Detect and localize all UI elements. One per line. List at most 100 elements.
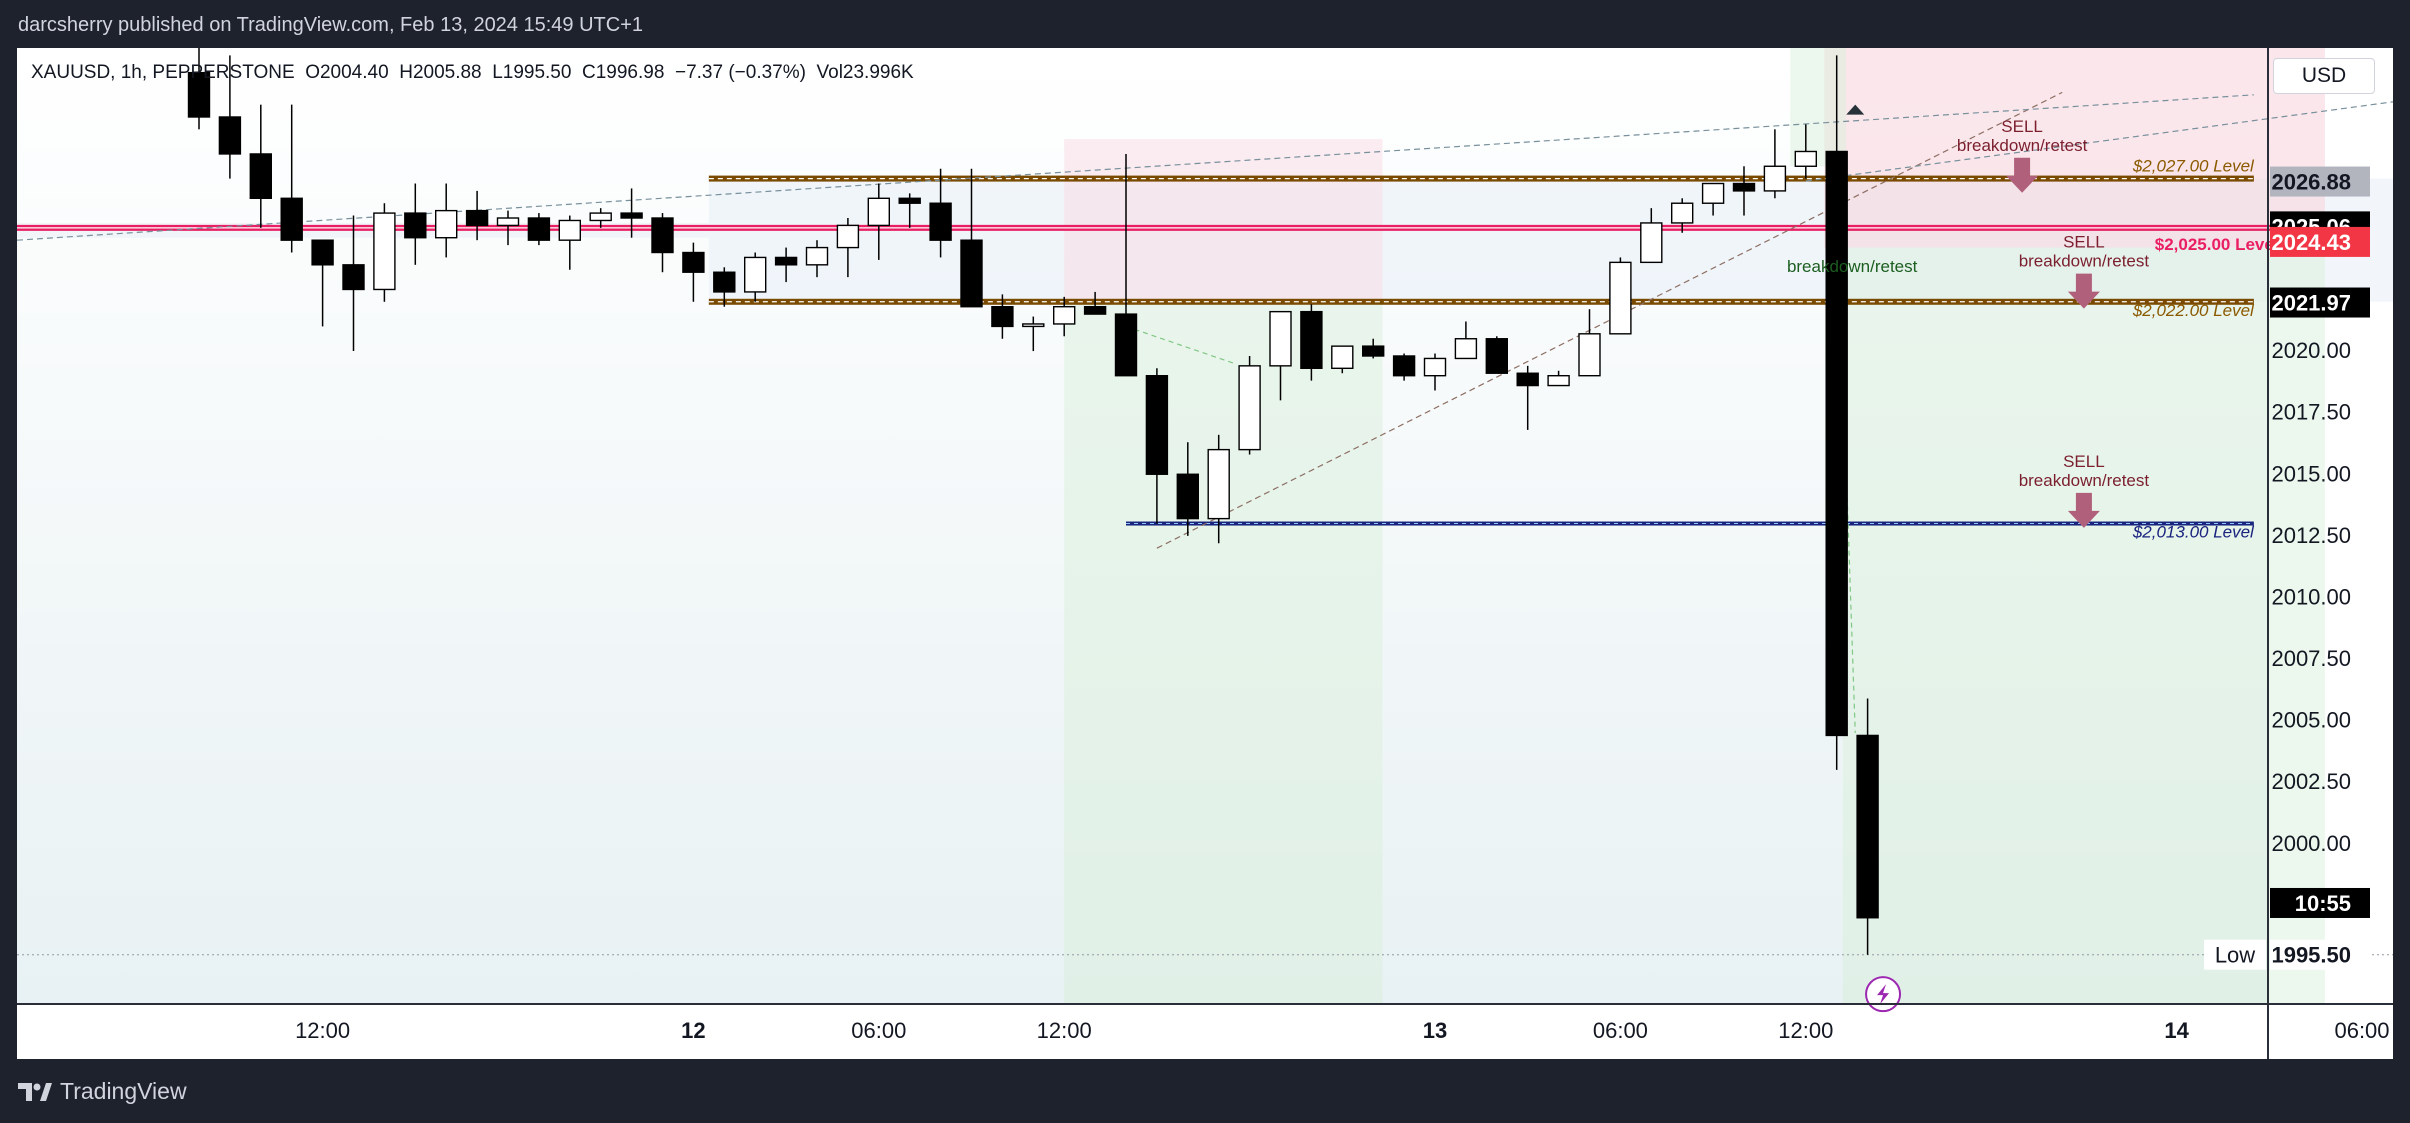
candle [1331,345,1354,374]
tradingview-logo-icon [18,1082,52,1101]
price-tag: 2021.97 [2270,287,2370,318]
price-tick-label: 2005.00 [2271,708,2351,733]
level-label: $2,027.00 Level [2132,157,2255,176]
chart-frame[interactable]: SELL breakdown/retest SELL breakdown/retest… [17,48,2393,1059]
zone-breakout-top [1790,48,1846,167]
price-chart[interactable]: SELLbreakdown/retestSELLbreakdown/retest… [17,48,2393,1059]
candle [435,183,458,258]
candle [805,240,829,278]
publish-info: darcsherry published on TradingView.com,… [18,14,643,36]
time-tick-label: 06:00 [851,1018,906,1043]
candle [1423,353,1447,391]
currency-button[interactable]: USD [2273,58,2375,94]
level-line-1 [17,224,2285,231]
zone-short-risk-1 [1064,139,1383,302]
price-tag: 2026.88 [2270,166,2370,197]
candle [1114,153,1138,377]
price-tick-label: 2017.50 [2271,400,2351,425]
low-label: Low [2215,943,2255,968]
candle [713,267,736,307]
candle [496,210,520,246]
candle [527,213,551,246]
signal-title: SELL [2001,117,2043,136]
candle [1022,316,1045,352]
time-tick-label: 12:00 [295,1018,350,1043]
level-label: $2,022.00 Level [2132,301,2255,320]
legend-low: L1995.50 [492,62,572,83]
candle [620,188,643,238]
sell-arrow-icon [2067,273,2100,309]
legend-close: C1996.98 [582,62,665,83]
zone-short-target-2 [1842,247,2325,1004]
symbol-legend: XAUUSD, 1h, PEPPERSTONE O2004.40 H2005.8… [31,62,914,84]
candle [311,239,334,327]
time-tick-label: 13 [1423,1018,1447,1043]
candle [465,190,489,241]
trendline-upper-ext [1805,101,2393,182]
candle [1670,198,1694,233]
candle [187,48,211,130]
legend-symbol: XAUUSD, 1h, PEPPERSTONE [31,62,295,83]
candle [218,55,242,179]
time-tick-label: 14 [2164,1018,2189,1043]
level-line-0 [708,175,2254,182]
price-tick-label: 2002.50 [2271,769,2351,794]
candle [342,215,365,352]
candle [1794,124,1818,179]
time-tick-label: 12:00 [1037,1018,1092,1043]
candle [1269,310,1292,401]
candle [1516,365,1539,430]
candle [929,168,952,258]
price-tick-label: 2007.50 [2271,646,2351,671]
signal-subtitle: breakdown/retest [2019,471,2150,490]
candle [991,294,1014,339]
candle [249,104,273,228]
candle [589,208,612,228]
lightning-icon [1865,976,1902,1013]
level-label: $2,013.00 Level [2132,523,2255,542]
candle [1825,55,1848,770]
zone-short-target-1 [1064,301,1383,1004]
candle [1547,370,1570,387]
candle [1701,182,1725,216]
candle [1485,336,1509,374]
candle [1052,296,1076,337]
price-tick-label: 2020.00 [2271,338,2351,363]
signal-subtitle: breakdown/retest [1957,136,2088,155]
candle [836,218,860,278]
trade-path-1 [1125,325,1235,364]
candle [1763,129,1787,199]
candle [373,203,396,302]
tradingview-brand[interactable]: TradingView [18,1078,187,1105]
candle [651,213,674,273]
publish-header: darcsherry published on TradingView.com,… [0,0,2410,48]
price-tick-label: 2012.50 [2271,523,2351,548]
sell-arrow-icon [2067,492,2100,528]
svg-text:2021.97: 2021.97 [2271,291,2351,316]
svg-text:10:55: 10:55 [2295,891,2351,916]
level-label: $2,025.00 Level [2155,235,2279,254]
signal-subtitle: breakdown/retest [2019,252,2150,271]
candle [682,242,705,302]
candle [1361,338,1385,359]
signal-title: SELL [2063,233,2105,252]
candle [558,215,581,270]
candle [898,193,921,228]
candle [960,168,983,308]
trendline-support [1156,91,2063,549]
time-tick-label: 12:00 [1778,1018,1833,1043]
price-tag: 1995.50 [2270,939,2370,970]
candle [280,104,303,253]
candle [1640,208,1663,264]
level-line-3 [1126,521,2254,526]
candle [1856,698,1879,955]
signal-title: SELL [2063,452,2105,471]
legend-volume: Vol23.996K [816,62,914,83]
candle [1238,355,1261,455]
price-tag: 10:55 [2270,887,2370,918]
candle [1145,368,1169,524]
svg-text:2026.88: 2026.88 [2271,170,2351,195]
price-tag: 2024.43 [2270,226,2370,257]
svg-text:2024.43: 2024.43 [2271,230,2351,255]
